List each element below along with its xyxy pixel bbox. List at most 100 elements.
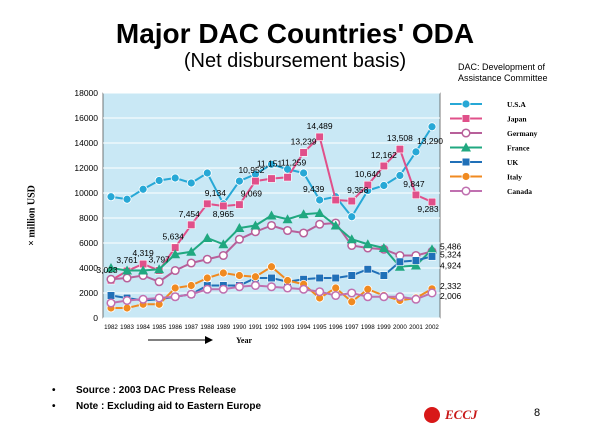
data-point-canada bbox=[363, 292, 373, 302]
data-point-france bbox=[314, 208, 325, 217]
data-point-italy bbox=[347, 297, 357, 307]
data-label: 2,332 bbox=[440, 281, 462, 291]
data-point-canada bbox=[379, 292, 389, 302]
legend-label-usa: U.S.A bbox=[507, 100, 526, 109]
data-point-canada bbox=[234, 282, 244, 292]
data-label: 8,965 bbox=[213, 209, 235, 219]
data-label: 10,640 bbox=[355, 169, 381, 179]
data-point-canada bbox=[427, 288, 437, 298]
data-point-usa bbox=[379, 181, 389, 190]
x-tick-label: 1994 bbox=[297, 324, 311, 331]
data-point-uk bbox=[347, 271, 356, 280]
eccj-logo-mark bbox=[424, 407, 440, 423]
data-point-usa bbox=[170, 173, 180, 183]
data-label: 10,952 bbox=[238, 165, 264, 175]
data-point-usa bbox=[411, 147, 421, 157]
x-tick-label: 1993 bbox=[281, 324, 295, 331]
legend-marker-usa bbox=[461, 99, 471, 109]
x-tick-label: 1986 bbox=[168, 324, 182, 331]
data-point-canada bbox=[411, 294, 421, 304]
slide-subtitle: (Net disbursement basis) bbox=[183, 50, 407, 72]
data-label: 3,023 bbox=[96, 265, 118, 275]
y-tick-label: 16000 bbox=[74, 113, 98, 123]
legend-marker-canada bbox=[461, 186, 471, 196]
data-point-uk bbox=[315, 273, 324, 283]
data-point-france bbox=[282, 214, 293, 224]
legend-label-uk: UK bbox=[507, 158, 518, 167]
data-point-canada bbox=[202, 284, 212, 294]
x-tick-label: 2002 bbox=[425, 324, 439, 331]
data-point-france bbox=[138, 265, 149, 275]
data-point-germany bbox=[154, 277, 164, 287]
data-point-canada bbox=[395, 292, 405, 302]
data-label: 12,162 bbox=[371, 150, 397, 160]
data-point-france bbox=[330, 220, 341, 230]
data-point-japan bbox=[427, 197, 437, 207]
y-tick-label: 6000 bbox=[79, 238, 98, 248]
data-point-france bbox=[266, 210, 277, 220]
data-point-japan bbox=[395, 145, 405, 154]
data-point-canada bbox=[250, 280, 260, 291]
data-point-canada bbox=[331, 290, 341, 301]
data-point-germany bbox=[299, 228, 309, 238]
y-tick-label: 12000 bbox=[74, 163, 98, 173]
y-tick-label: 18000 bbox=[74, 88, 98, 98]
dac-note-line-1: DAC: Development of bbox=[458, 62, 546, 72]
oda-line-chart: 0 2000 4000 6000 8000 10000 12000 14000 16000 180… bbox=[74, 88, 538, 345]
legend-label-canada: Canada bbox=[507, 187, 532, 196]
data-label: 14,489 bbox=[307, 121, 333, 131]
year-arrow-head bbox=[205, 336, 213, 344]
data-label: 2,006 bbox=[440, 291, 462, 301]
legend-label-japan: Japan bbox=[507, 115, 527, 124]
data-point-france bbox=[298, 209, 309, 219]
data-point-canada bbox=[154, 293, 164, 303]
data-point-canada bbox=[283, 283, 293, 293]
data-label: 5,324 bbox=[440, 249, 462, 259]
data-point-usa bbox=[395, 171, 405, 180]
data-point-usa bbox=[186, 178, 196, 188]
x-tick-label: 1995 bbox=[313, 324, 327, 331]
data-point-usa bbox=[315, 195, 325, 205]
data-point-canada bbox=[218, 284, 228, 294]
footnote-source-text: Source : 2003 DAC Press Release bbox=[76, 385, 237, 396]
data-point-italy bbox=[170, 283, 180, 293]
data-point-japan bbox=[331, 195, 340, 205]
x-tick-label: 1991 bbox=[249, 324, 263, 331]
legend-marker-germany bbox=[461, 128, 471, 138]
x-tick-label: 1984 bbox=[136, 324, 150, 331]
data-point-usa bbox=[154, 176, 164, 185]
data-point-japan bbox=[283, 173, 292, 182]
data-point-canada bbox=[186, 289, 196, 299]
data-point-france bbox=[186, 246, 197, 256]
data-point-france bbox=[154, 264, 165, 274]
x-tick-label: 1982 bbox=[104, 324, 118, 331]
data-point-canada bbox=[315, 287, 325, 297]
y-tick-label: 14000 bbox=[74, 138, 98, 148]
data-point-italy bbox=[186, 281, 196, 290]
x-tick-label: 1998 bbox=[361, 324, 375, 331]
legend-label-italy: Italy bbox=[507, 173, 522, 182]
data-point-france bbox=[427, 244, 437, 254]
data-point-germany bbox=[218, 250, 228, 261]
data-point-japan bbox=[379, 161, 388, 171]
data-point-germany bbox=[186, 258, 196, 268]
data-point-germany bbox=[202, 254, 212, 264]
data-point-uk bbox=[363, 265, 372, 274]
data-point-germany bbox=[106, 274, 116, 284]
data-point-uk bbox=[331, 273, 340, 283]
page-number: 8 bbox=[534, 407, 541, 419]
data-label: 4,319 bbox=[132, 248, 154, 258]
legend-marker-italy bbox=[461, 172, 471, 181]
data-point-japan bbox=[235, 200, 244, 209]
legend-label-germany: Germany bbox=[507, 129, 538, 138]
data-point-canada bbox=[299, 284, 309, 294]
footnote-note-text: Note : Excluding aid to Eastern Europe bbox=[76, 401, 262, 412]
y-tick-label: 4000 bbox=[79, 263, 98, 273]
data-point-italy bbox=[234, 271, 244, 280]
y-tick-label: 2000 bbox=[79, 288, 98, 298]
data-point-france bbox=[106, 263, 116, 272]
data-label: 3,797 bbox=[149, 255, 171, 265]
data-point-usa bbox=[138, 184, 148, 194]
data-point-france bbox=[170, 249, 181, 259]
data-point-japan bbox=[219, 201, 228, 211]
